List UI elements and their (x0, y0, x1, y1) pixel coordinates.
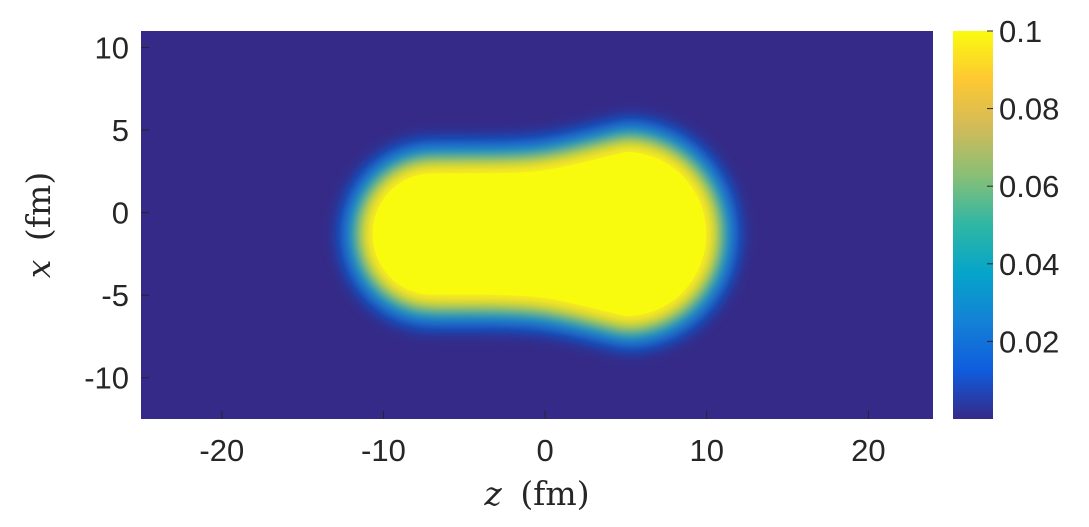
x-tick-label: 20 (851, 433, 885, 468)
colorbar-tick-label: 0.02 (999, 324, 1059, 359)
y-axis-label: x (fm) (19, 172, 58, 278)
density-heatmap (339, 118, 740, 350)
x-tick-label: 0 (536, 433, 553, 468)
density-core (372, 152, 707, 317)
colorbar-ticks: 0.1 0.08 0.06 0.04 0.02 (987, 14, 1059, 359)
x-tick-label: 10 (689, 433, 723, 468)
y-tick-label: 0 (112, 196, 129, 231)
x-axis-label-var: z (483, 474, 502, 513)
colorbar-tick-label: 0.08 (999, 92, 1059, 127)
x-axis-label-unit: (fm) (520, 474, 589, 513)
x-tick-label: -20 (199, 433, 244, 468)
x-axis-ticks: -20 -10 0 10 20 (199, 411, 886, 468)
colorbar: 0.1 0.08 0.06 0.04 0.02 (953, 14, 1059, 419)
y-tick-label: -10 (84, 361, 129, 396)
y-tick-label: -5 (101, 278, 129, 313)
y-tick-label: 10 (95, 31, 129, 66)
colorbar-tick-label: 0.1 (999, 14, 1042, 49)
y-axis-label-var: x (19, 259, 58, 278)
x-tick-label: -10 (361, 433, 406, 468)
y-tick-label: 5 (112, 113, 129, 148)
colorbar-tick-label: 0.04 (999, 247, 1059, 282)
x-axis-label: z (fm) (483, 474, 589, 513)
colorbar-gradient (953, 31, 993, 419)
colorbar-tick-label: 0.06 (999, 169, 1059, 204)
y-axis-label-unit: (fm) (19, 172, 58, 241)
y-axis-ticks: 10 5 0 -5 -10 (84, 31, 149, 396)
plot-area (141, 31, 933, 419)
